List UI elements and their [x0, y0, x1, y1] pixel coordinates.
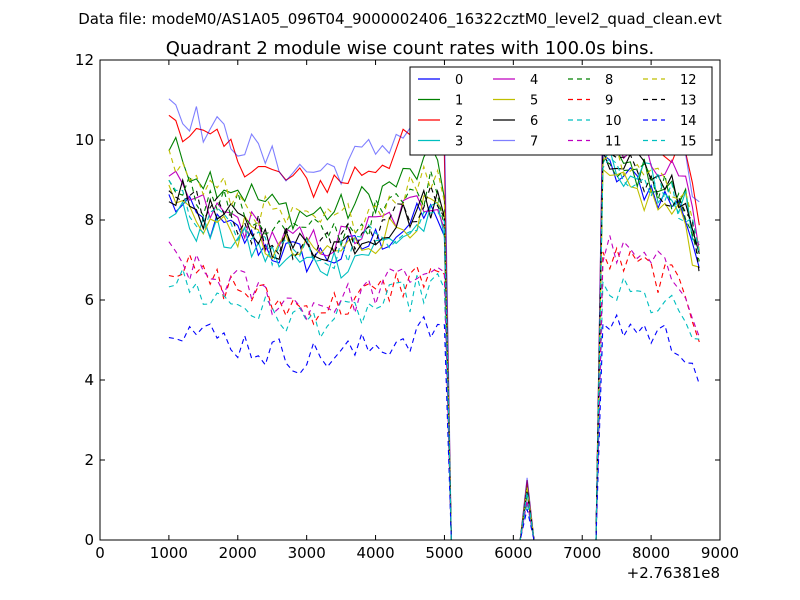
- series-line-14: [168, 313, 700, 541]
- x-tick-label: 8000: [632, 544, 670, 562]
- series-line-8: [168, 159, 700, 541]
- legend-label-1: 1: [455, 94, 463, 109]
- series-line-13: [168, 146, 700, 541]
- legend-label-10: 10: [605, 114, 622, 129]
- y-tick-label: 6: [84, 291, 94, 309]
- legend-label-3: 3: [455, 135, 463, 150]
- series-layer: [168, 95, 700, 541]
- legend-label-13: 13: [680, 94, 697, 109]
- x-tick-label: 7000: [563, 544, 601, 562]
- legend-label-7: 7: [530, 135, 538, 150]
- y-tick-label: 12: [75, 51, 94, 69]
- legend-label-9: 9: [605, 94, 613, 109]
- y-tick-label: 10: [75, 131, 94, 149]
- series-line-15: [168, 156, 700, 541]
- chart-title: Quadrant 2 module wise count rates with …: [166, 38, 655, 59]
- series-line-3: [168, 148, 700, 541]
- series-line-6: [168, 151, 700, 541]
- series-line-9: [168, 246, 700, 541]
- x-tick-label: 5000: [425, 544, 463, 562]
- legend-label-6: 6: [530, 114, 538, 129]
- x-tick-label: 0: [95, 544, 105, 562]
- y-tick-label: 0: [84, 531, 94, 549]
- legend-label-5: 5: [530, 94, 538, 109]
- y-tick-label: 8: [84, 211, 94, 229]
- axes: 0 1000 2000 3000 4000 5000 6000 7000 8000 9000 0 2 4…: [75, 51, 739, 562]
- x-tick-label: 6000: [494, 544, 532, 562]
- y-tick-label: 2: [84, 451, 94, 469]
- x-tick-label: 3000: [288, 544, 326, 562]
- legend-label-11: 11: [605, 135, 622, 150]
- series-line-5: [168, 168, 700, 541]
- x-tick-label: 4000: [356, 544, 394, 562]
- legend-label-15: 15: [680, 135, 697, 150]
- x-tick-label: 2000: [219, 544, 257, 562]
- series-line-7: [168, 95, 700, 541]
- x-tick-label: 9000: [701, 544, 739, 562]
- series-line-10: [168, 267, 700, 541]
- legend-label-14: 14: [680, 114, 697, 129]
- suptitle: Data file: modeM0/AS1A05_096T04_90000024…: [78, 10, 722, 29]
- legend-label-12: 12: [680, 73, 697, 88]
- series-line-11: [168, 235, 700, 541]
- legend-label-2: 2: [455, 114, 463, 129]
- x-tick-label: 1000: [150, 544, 188, 562]
- y-tick-label: 4: [84, 371, 94, 389]
- series-line-1: [168, 136, 700, 541]
- legend-label-8: 8: [605, 73, 613, 88]
- legend-label-0: 0: [455, 73, 463, 88]
- series-line-2: [168, 100, 700, 541]
- x-offset-label: +2.76381e8: [627, 564, 720, 582]
- legend-label-4: 4: [530, 73, 538, 88]
